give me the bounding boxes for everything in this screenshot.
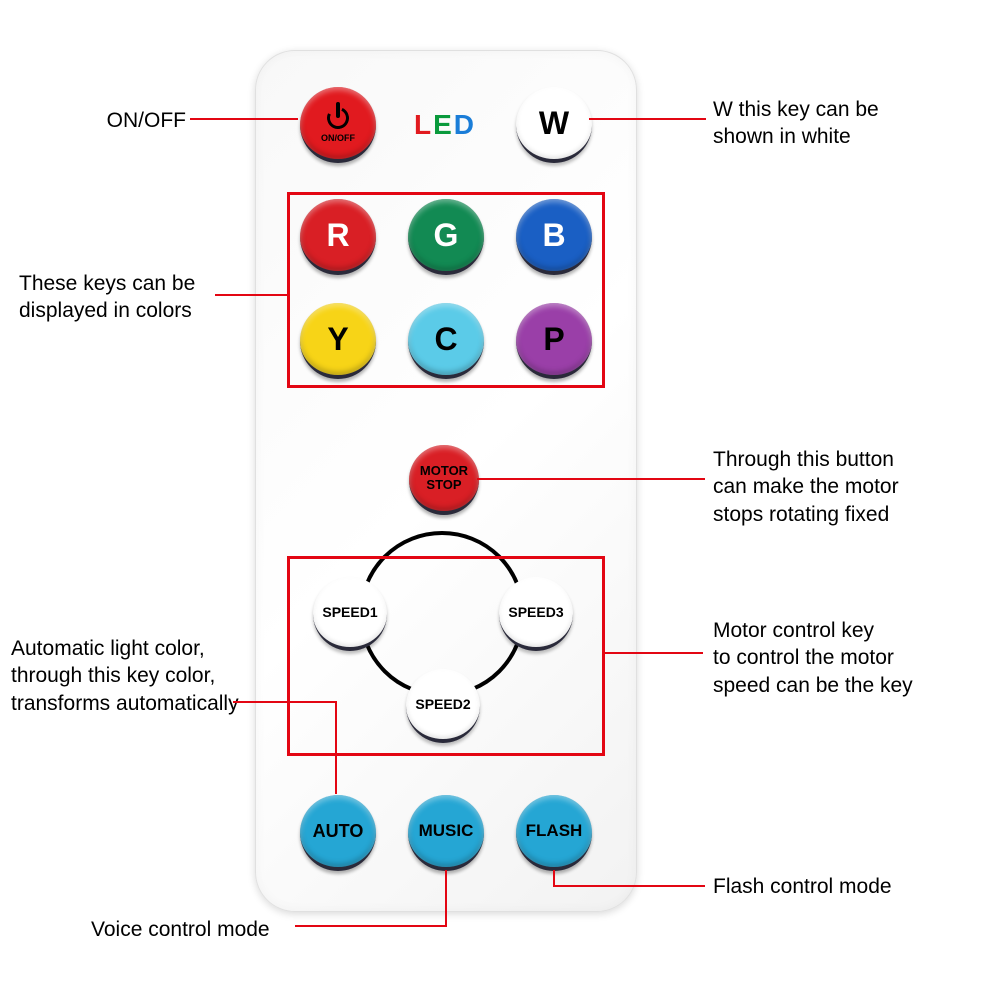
- line-colors: [215, 294, 287, 296]
- power-label: ON/OFF: [321, 134, 355, 143]
- line-speed: [605, 652, 703, 654]
- auto-button[interactable]: AUTO: [300, 795, 376, 871]
- line-w: [589, 118, 706, 120]
- led-l: L: [414, 109, 433, 140]
- music-button[interactable]: MUSIC: [408, 795, 484, 871]
- music-label: MUSIC: [419, 821, 474, 841]
- w-label: W: [539, 105, 569, 142]
- led-e: E: [433, 109, 454, 140]
- line-voice-v: [445, 870, 447, 927]
- line-onoff: [190, 118, 298, 120]
- colors-box: [287, 192, 605, 388]
- annot-speed: Motor control key to control the motor s…: [713, 617, 913, 699]
- line-auto-v: [335, 701, 337, 794]
- remote-body: LED ON/OFF W R G B Y C P MOTOR STOP SPEE…: [255, 50, 637, 912]
- line-motor: [477, 478, 705, 480]
- annot-flash: Flash control mode: [713, 873, 892, 900]
- flash-button[interactable]: FLASH: [516, 795, 592, 871]
- line-voice-h: [295, 925, 445, 927]
- motor-stop-label: MOTOR STOP: [420, 464, 468, 491]
- w-button[interactable]: W: [516, 87, 592, 163]
- annot-colors: These keys can be displayed in colors: [19, 270, 195, 325]
- led-d: D: [454, 109, 476, 140]
- annot-voice: Voice control mode: [91, 916, 270, 943]
- auto-label: AUTO: [313, 821, 364, 842]
- power-button[interactable]: ON/OFF: [300, 87, 376, 163]
- annot-onoff: ON/OFF: [96, 107, 186, 134]
- led-logo: LED: [414, 109, 476, 141]
- line-flash-h: [553, 885, 705, 887]
- motor-stop-button[interactable]: MOTOR STOP: [409, 445, 479, 515]
- power-icon: [324, 104, 352, 132]
- annot-motor: Through this button can make the motor s…: [713, 446, 899, 528]
- annot-w: W this key can be shown in white: [713, 96, 879, 151]
- line-flash-v: [553, 870, 555, 887]
- line-auto-h: [233, 701, 335, 703]
- flash-label: FLASH: [526, 821, 583, 841]
- annot-auto: Automatic light color, through this key …: [11, 635, 239, 717]
